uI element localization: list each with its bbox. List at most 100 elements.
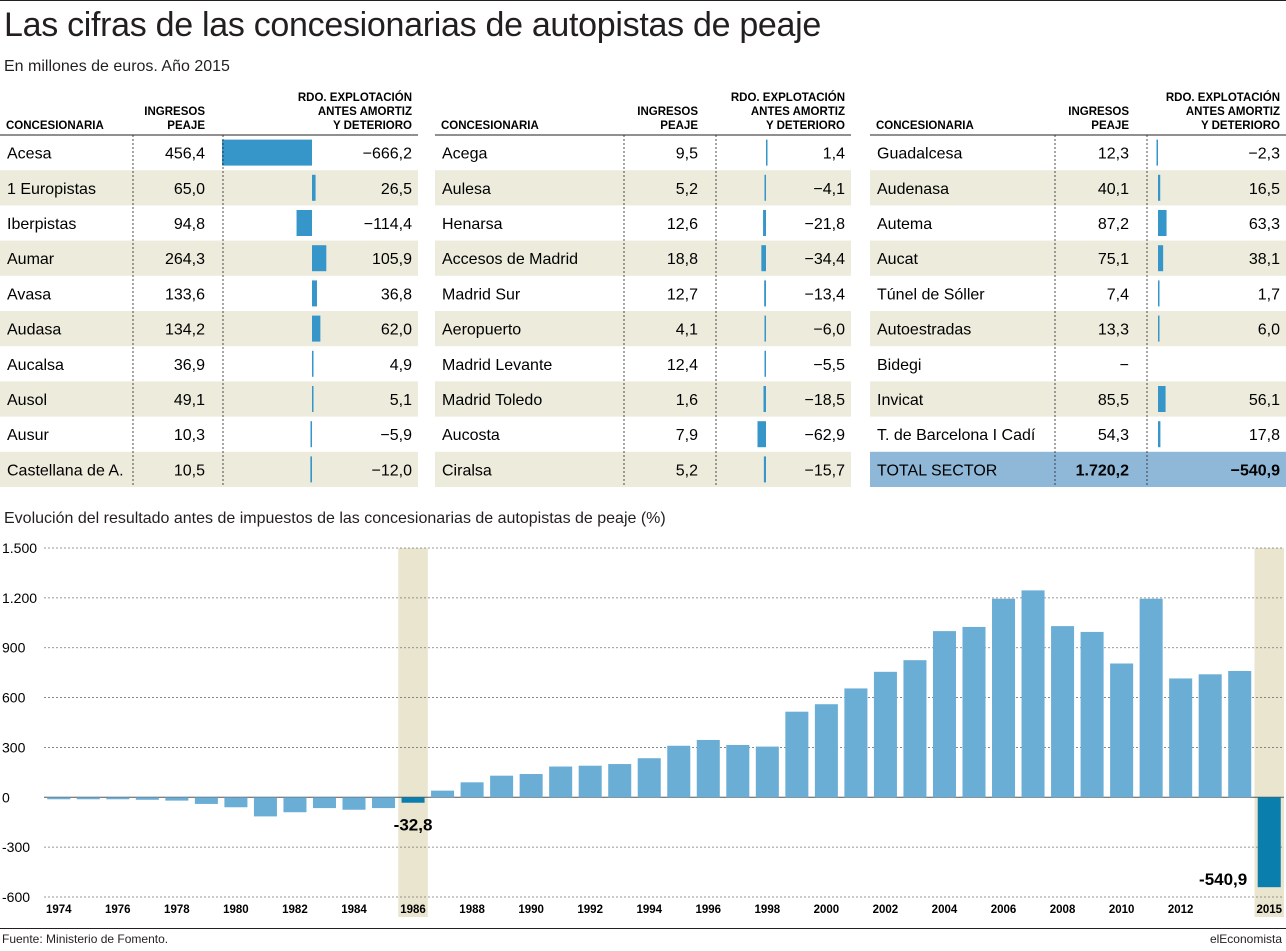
result-bar [764, 280, 766, 307]
cell-result: 1,4 [823, 146, 845, 163]
cell-result: −6,0 [813, 322, 845, 339]
x-tick-label: 1990 [518, 904, 544, 916]
cell-name: Avasa [7, 286, 51, 303]
x-tick-label: 2010 [1109, 904, 1135, 916]
cell-result: 4,9 [390, 357, 412, 374]
bar-1992 [578, 765, 602, 798]
header-result: RDO. EXPLOTACIÓN [1166, 91, 1280, 104]
x-tick-label: 1980 [223, 904, 249, 916]
cell-revenue: 49,1 [174, 392, 205, 409]
result-bar [763, 386, 766, 412]
cell-name: Acesa [7, 146, 52, 163]
result-bar [312, 386, 314, 412]
table-row: Autoestradas 13,3 6,0 [870, 311, 1286, 347]
bar-1982 [283, 797, 307, 813]
bar-1989 [490, 775, 514, 798]
result-bar [761, 245, 766, 272]
bar-1980 [224, 797, 248, 808]
header-name: CONCESIONARIA [876, 120, 974, 132]
cell-revenue: 264,3 [165, 251, 205, 268]
y-tick-label: 300 [2, 739, 26, 755]
cell-result: −2,3 [1248, 146, 1280, 163]
bar-2003 [903, 660, 927, 798]
cell-result: 17,8 [1249, 427, 1280, 444]
cell-revenue: 7,9 [676, 427, 698, 444]
bar-2004 [932, 631, 956, 798]
cell-revenue: 10,3 [174, 427, 205, 444]
cell-revenue: − [1120, 357, 1129, 374]
row-shade [0, 311, 418, 347]
bar-2015 [1257, 797, 1281, 888]
cell-result: 16,5 [1249, 181, 1280, 198]
header-result: Y DETERIORO [333, 120, 412, 132]
cell-result: −21,8 [805, 216, 846, 233]
header-revenue: PEAJE [660, 120, 698, 132]
header-result: Y DETERIORO [1201, 120, 1280, 132]
x-tick-label: 1996 [695, 904, 721, 916]
cell-revenue: 5,2 [676, 181, 698, 198]
cell-revenue: 5,2 [676, 462, 698, 479]
bar-2008 [1051, 626, 1075, 798]
header-revenue: INGRESOS [1068, 106, 1129, 118]
bar-2001 [844, 688, 868, 798]
header-result: Y DETERIORO [766, 120, 845, 132]
x-tick-label: 2000 [814, 904, 840, 916]
x-tick-label: 1982 [282, 904, 308, 916]
cell-result: −5,5 [813, 357, 845, 374]
bar-2009 [1080, 631, 1104, 798]
bar-2000 [814, 704, 838, 798]
cell-name: Iberpistas [7, 216, 76, 233]
result-bar [312, 174, 316, 201]
cell-name: Acega [442, 146, 487, 163]
x-tick-label: 1986 [400, 904, 426, 916]
table-row: Acega 9,5 1,4 [442, 139, 845, 166]
result-bar [222, 139, 312, 166]
result-bar [1158, 315, 1160, 342]
header-revenue: INGRESOS [144, 106, 205, 118]
bar-1986 [401, 797, 425, 803]
top-rule [0, 0, 1286, 1]
bar-1985 [372, 797, 396, 809]
result-bar [764, 174, 766, 201]
cell-result: −12,0 [372, 462, 413, 479]
table-row: TOTAL SECTOR 1.720,2 −540,9 [870, 451, 1286, 487]
bar-1998 [755, 746, 779, 798]
cell-name: Túnel de Sóller [877, 286, 985, 303]
tables-panel: CONCESIONARIA INGRESOS PEAJE RDO. EXPLOTACI… [0, 91, 1286, 487]
result-bar [1158, 174, 1161, 201]
header-name: CONCESIONARIA [6, 120, 104, 132]
cell-revenue: 4,1 [676, 322, 698, 339]
cell-name: Ausur [7, 427, 49, 444]
row-shade [0, 240, 418, 276]
cell-result: −34,4 [805, 251, 846, 268]
cell-result: 38,1 [1249, 251, 1280, 268]
table-row: Aucosta 7,9 −62,9 [442, 421, 845, 448]
cell-revenue: 12,6 [667, 216, 698, 233]
result-bar [310, 421, 312, 448]
result-bar [296, 210, 312, 236]
x-tick-label: 2015 [1256, 904, 1282, 916]
row-shade [435, 240, 851, 276]
cell-name: TOTAL SECTOR [877, 462, 997, 479]
table-row: Avasa 133,6 36,8 [7, 280, 412, 307]
total-row-bg [870, 451, 1286, 487]
cell-name: Castellana de A. [7, 462, 124, 479]
result-bar [763, 210, 766, 236]
cell-result: 63,3 [1249, 216, 1280, 233]
page-subtitle: En millones de euros. Año 2015 [4, 58, 230, 75]
bar-1987 [431, 790, 455, 798]
table-row: Aeropuerto 4,1 −6,0 [435, 311, 851, 347]
cell-revenue: 456,4 [165, 146, 205, 163]
y-tick-label: -600 [2, 889, 30, 905]
table-row: Madrid Sur 12,7 −13,4 [442, 280, 845, 307]
cell-revenue: 134,2 [165, 322, 205, 339]
bar-1977 [135, 797, 159, 800]
y-tick-label: 1.200 [2, 590, 37, 606]
cell-result: 36,8 [381, 286, 412, 303]
bar-1975 [76, 797, 100, 800]
x-tick-label: 2002 [873, 904, 899, 916]
bar-2005 [962, 626, 986, 798]
bar-1974 [47, 797, 71, 800]
table-row: Aumar 264,3 105,9 [0, 240, 418, 276]
cell-name: Madrid Levante [442, 357, 552, 374]
